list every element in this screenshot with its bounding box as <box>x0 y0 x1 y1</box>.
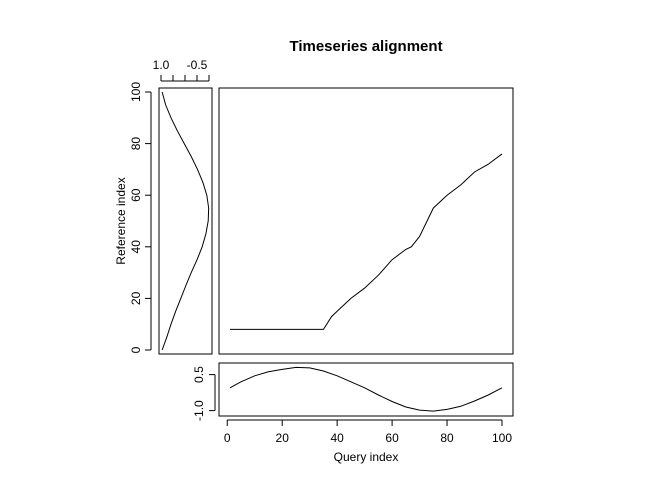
query-x-axis: 0 20 40 60 80 100 <box>224 419 512 445</box>
reference-x-tick-label: 1.0 <box>153 58 170 72</box>
y-tick-label: 60 <box>129 188 143 202</box>
x-tick-label: 40 <box>330 431 344 445</box>
x-tick-label: 20 <box>276 431 290 445</box>
x-tick-label: 60 <box>385 431 399 445</box>
query-y-axis: -1.0 0.5 <box>192 366 216 421</box>
alignment-path-line <box>230 153 503 330</box>
query-y-tick-label: 0.5 <box>192 366 206 383</box>
query-series-line <box>229 366 503 412</box>
x-tick-label: 0 <box>224 431 231 445</box>
query-plot <box>229 366 503 412</box>
y-tick-label: 100 <box>129 82 143 102</box>
y-tick-label: 40 <box>129 240 143 254</box>
alignment-panel-frame <box>218 87 514 355</box>
query-panel-frame <box>218 362 514 417</box>
reference-x-tick-label: -0.5 <box>187 58 208 72</box>
x-tick-label: 100 <box>492 431 512 445</box>
y-tick-label: 20 <box>129 291 143 305</box>
x-axis-label: Query index <box>334 450 399 464</box>
x-tick-label: 80 <box>440 431 454 445</box>
alignment-plot <box>230 153 503 330</box>
y-tick-label: 80 <box>129 137 143 151</box>
query-y-tick-label: -1.0 <box>192 400 206 421</box>
reference-panel-frame <box>158 87 213 355</box>
reference-plot <box>161 91 210 351</box>
y-axis-label: Reference index <box>114 177 128 264</box>
chart-title: Timeseries alignment <box>289 38 442 55</box>
reference-y-axis: 0 20 40 60 80 100 <box>129 82 152 353</box>
reference-series-line <box>161 91 210 351</box>
reference-x-axis: 1.0 -0.5 <box>153 58 210 82</box>
y-tick-label: 0 <box>129 346 143 353</box>
